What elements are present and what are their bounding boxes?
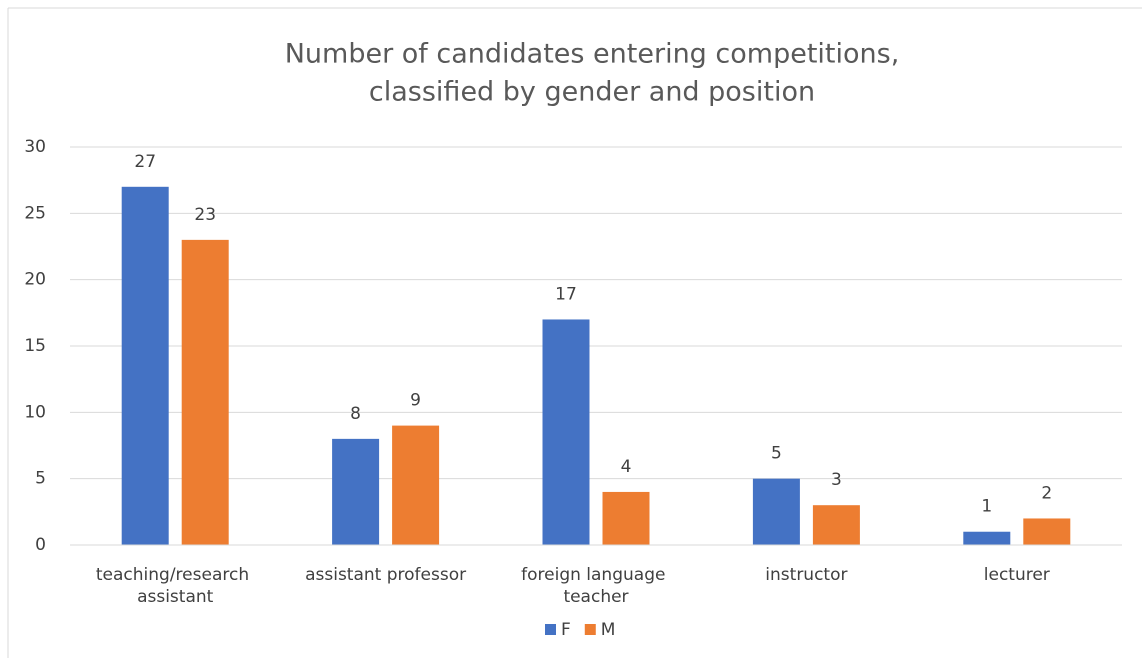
chart-title: classified by gender and position xyxy=(369,77,815,108)
y-tick-label: 25 xyxy=(24,203,46,223)
legend-swatch xyxy=(584,624,596,635)
y-tick-label: 5 xyxy=(35,469,46,489)
legend-swatch xyxy=(545,624,556,635)
data-label: 17 xyxy=(555,284,577,304)
data-label: 9 xyxy=(410,391,421,411)
data-label: 1 xyxy=(981,497,992,517)
data-label: 3 xyxy=(831,470,842,490)
bar xyxy=(542,319,590,545)
bar xyxy=(812,505,860,545)
data-label: 8 xyxy=(350,404,361,424)
bar xyxy=(181,239,229,545)
data-label: 5 xyxy=(771,444,782,464)
y-tick-label: 20 xyxy=(24,270,46,290)
x-tick-label: assistant professor xyxy=(305,565,466,585)
data-label: 2 xyxy=(1041,483,1052,503)
bar xyxy=(121,186,169,546)
y-tick-label: 10 xyxy=(24,402,46,422)
data-label: 27 xyxy=(134,152,156,172)
data-label: 23 xyxy=(194,205,216,225)
bar xyxy=(392,425,440,545)
x-tick-label: teaching/research assistant xyxy=(96,565,255,607)
y-tick-label: 30 xyxy=(24,137,46,157)
y-tick-label: 0 xyxy=(35,535,46,555)
bar xyxy=(1023,518,1071,545)
x-tick-label: lecturer xyxy=(984,565,1050,585)
legend-label: M xyxy=(601,620,616,640)
x-tick-label: foreign language teacher xyxy=(521,565,671,607)
x-tick-label: instructor xyxy=(765,565,847,585)
y-tick-label: 15 xyxy=(24,336,46,356)
legend-label: F xyxy=(561,620,571,640)
bar xyxy=(602,491,650,545)
bar xyxy=(752,478,800,545)
data-label: 4 xyxy=(621,457,632,477)
bar xyxy=(963,531,1011,545)
chart-title: Number of candidates entering competitio… xyxy=(285,39,900,70)
bar xyxy=(332,438,380,545)
